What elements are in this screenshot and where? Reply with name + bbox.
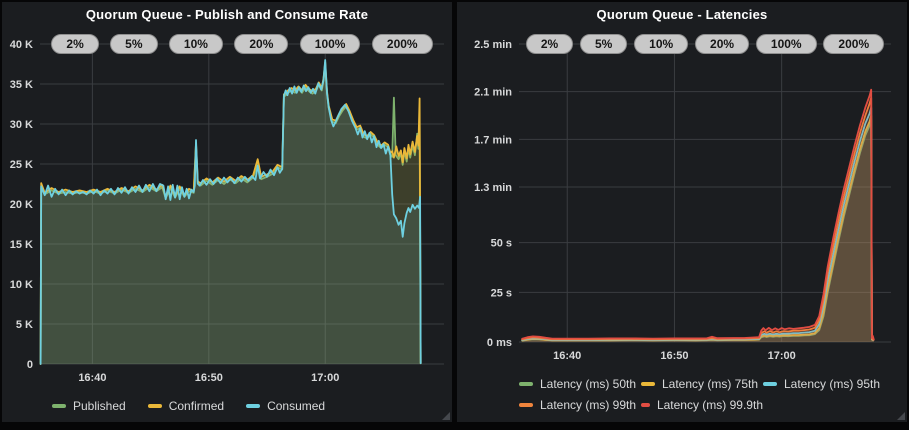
legend-label: Latency (ms) 99th [540,398,637,412]
x-tick-label: 16:40 [553,350,581,362]
y-tick-label: 1.7 min [474,134,512,146]
legend-swatch [519,403,533,407]
series-line-Latency (ms) 99.9th[interactable] [521,88,875,341]
legend-swatch [641,382,655,386]
annotation-badge[interactable]: 5% [110,34,158,54]
legend: Latency (ms) 50th Latency (ms) 75th Latenc… [457,368,907,419]
panel-resize-handle[interactable] [442,412,450,420]
y-tick-label: 20 K [10,199,33,211]
series-line-Consumed[interactable] [39,59,422,365]
legend-swatch [52,404,66,408]
series-fill-Confirmed [40,62,421,365]
legend-swatch [246,404,261,408]
chart-canvas[interactable]: 0 ms 25 s 50 s 1.3 min 1.7 min 2.1 min 2.5 min… [457,28,907,368]
x-tick-label: 16:50 [195,372,223,384]
y-tick-label: 5 K [16,319,33,331]
legend-label: Consumed [267,399,326,413]
legend-label: Latency (ms) 50th [540,377,637,391]
x-tick-label: 17:00 [311,372,339,384]
annotation-badge[interactable]: 2% [51,34,99,54]
panel-latencies: Quorum Queue - Latencies 0 ms 25 s 50 s 1.3… [457,2,907,422]
series-fill-Latency (ms) 99.9th [522,89,874,342]
annotation-badge[interactable]: 2% [525,34,574,54]
legend-label: Latency (ms) 95th [784,377,881,391]
legend-swatch [147,404,162,408]
y-tick-label: 2.1 min [474,87,512,99]
legend-item-Latency (ms) 99th[interactable]: Latency (ms) 99th [519,398,641,412]
series-fill-Latency (ms) 50th [522,119,874,342]
annotation-badge[interactable]: 20% [234,34,289,54]
annotation-badge[interactable]: 10% [634,34,689,54]
y-tick-label: 0 ms [487,337,512,349]
series-fill-Latency (ms) 95th [522,107,874,342]
legend-item-Latency (ms) 50th[interactable]: Latency (ms) 50th [519,377,641,391]
legend: Published Confirmed Consumed [2,390,452,413]
series-line-Latency (ms) 99th[interactable] [521,96,875,341]
legend-item-Latency (ms) 99.9th[interactable]: Latency (ms) 99.9th [641,398,763,412]
y-tick-label: 25 K [10,159,33,171]
x-tick-label: 16:40 [78,372,106,384]
y-tick-label: 40 K [10,39,33,51]
annotation-badges: 2% 5% 10% 20% 100% 200% [40,34,444,54]
latency-chart: 0 ms 25 s 50 s 1.3 min 1.7 min 2.1 min 2.5 min… [474,39,891,362]
annotation-badge[interactable]: 200% [823,34,885,54]
series-fill-Published [40,64,421,365]
y-tick-label: 1.3 min [474,182,512,194]
annotation-badge[interactable]: 200% [371,34,433,54]
panel-resize-handle[interactable] [897,412,905,420]
legend-item-Published[interactable]: Published [52,399,126,413]
chart-canvas[interactable]: 0 5 K 10 K 15 K 20 K 25 K 30 K 35 K 40 K 16:40 16:… [2,28,452,390]
annotation-badge[interactable]: 5% [580,34,628,54]
panel-title[interactable]: Quorum Queue - Publish and Consume Rate [85,7,369,22]
legend-item-Latency (ms) 95th[interactable]: Latency (ms) 95th [763,377,885,391]
series-fill-Latency (ms) 75th [522,115,874,342]
panel-publish-consume-rate: Quorum Queue - Publish and Consume Rate … [2,2,452,422]
annotation-badges: 2% 5% 10% 20% 100% 200% [519,34,891,54]
y-tick-label: 50 s [491,238,512,250]
legend-item-Latency (ms) 75th[interactable]: Latency (ms) 75th [641,377,763,391]
y-tick-label: 25 s [491,287,512,299]
y-tick-label: 15 K [10,239,33,251]
annotation-badge[interactable]: 10% [168,34,223,54]
legend-swatch [641,403,650,407]
legend-label: Published [73,399,126,413]
y-tick-label: 10 K [10,279,33,291]
legend-swatch [519,382,533,386]
series-fill-Consumed [40,60,421,364]
x-tick-label: 16:50 [660,350,688,362]
y-tick-label: 35 K [10,79,33,91]
annotation-badge[interactable]: 100% [755,34,817,54]
legend-label: Confirmed [168,399,225,413]
legend-item-Consumed[interactable]: Consumed [246,399,325,413]
panel-title[interactable]: Quorum Queue - Latencies [596,7,768,22]
annotation-badge[interactable]: 100% [299,34,361,54]
legend-label: Latency (ms) 99.9th [656,398,763,412]
y-tick-label: 30 K [10,119,33,131]
legend-swatch [763,382,777,386]
series-fill-Latency (ms) 99th [522,97,874,342]
y-tick-label: 2.5 min [474,39,512,51]
x-tick-label: 17:00 [768,350,796,362]
y-tick-label: 0 [27,359,33,371]
annotation-badge[interactable]: 20% [695,34,750,54]
legend-item-Confirmed[interactable]: Confirmed [147,399,225,413]
rate-chart: 0 5 K 10 K 15 K 20 K 25 K 30 K 35 K 40 K 16:40 16:… [10,39,444,384]
legend-label: Latency (ms) 75th [662,377,759,391]
